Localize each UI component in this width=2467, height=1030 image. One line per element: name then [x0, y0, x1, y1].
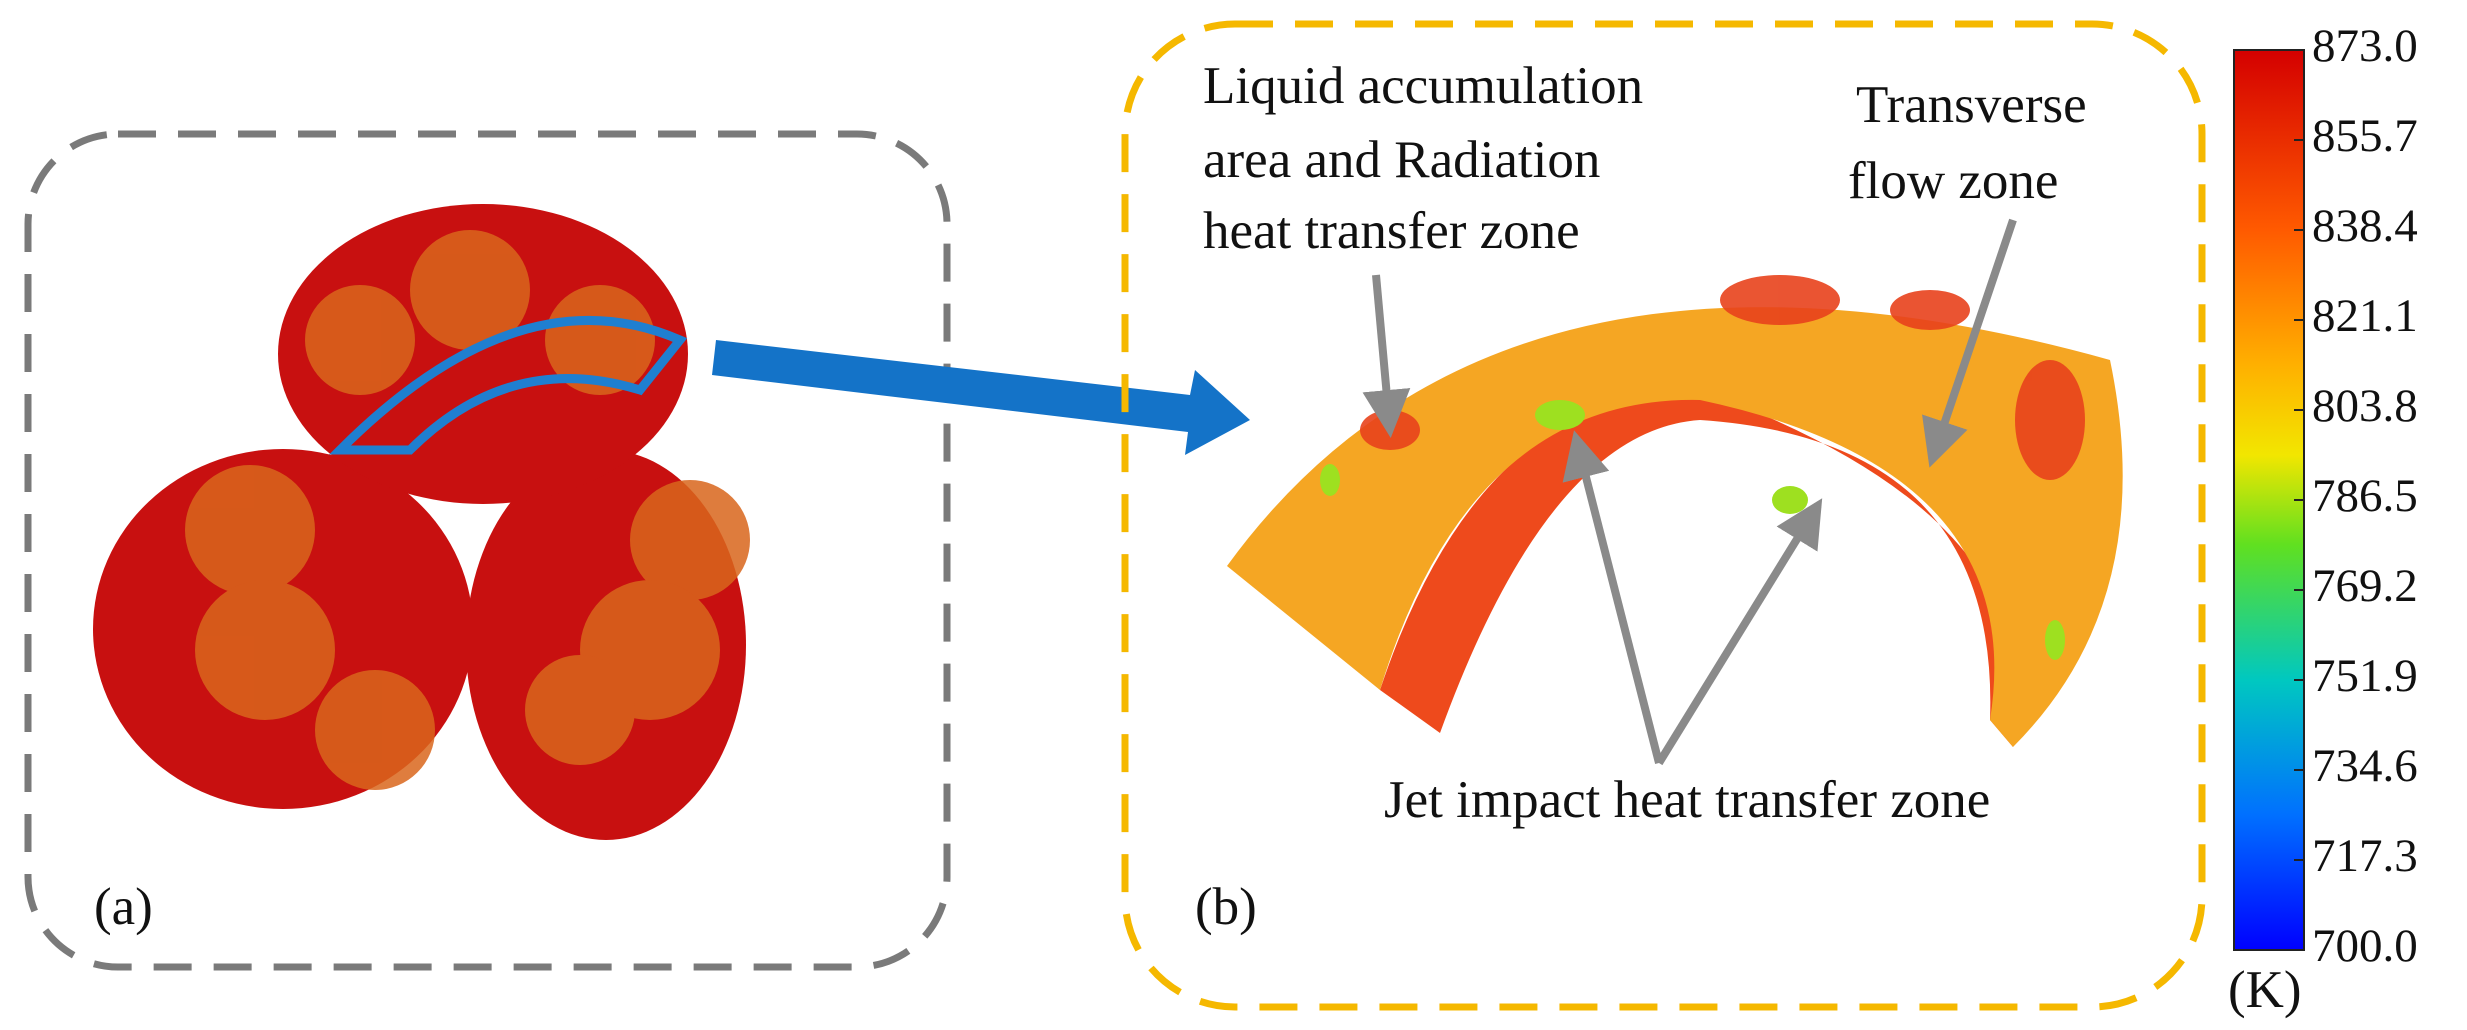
colorbar-tick-label: 821.1 — [2312, 290, 2418, 342]
panel-b-frame — [1121, 20, 2206, 1011]
colorbar-tick-label: 803.8 — [2312, 380, 2418, 432]
annotation: flow zone — [1848, 152, 2058, 210]
colorbar-unit: (K) — [2228, 961, 2302, 1019]
panel-label: (b) — [1195, 878, 1257, 936]
colorbar-tick-label: 769.2 — [2312, 560, 2418, 612]
reactor-model — [93, 204, 750, 840]
colorbar-tick-label: 751.9 — [2312, 650, 2418, 702]
annotation: Transverse — [1856, 76, 2087, 134]
panel-a-frame — [24, 130, 951, 971]
annotation: Jet impact heat transfer zone — [1384, 771, 1990, 829]
colorbar-tick-label: 786.5 — [2312, 470, 2418, 522]
colorbar — [2233, 49, 2305, 951]
annotation: heat transfer zone — [1203, 202, 1580, 260]
panel-label: (a) — [94, 878, 153, 936]
ring-section — [1227, 275, 2123, 747]
colorbar-tick-label: 700.0 — [2312, 920, 2418, 972]
annotation: Liquid accumulation — [1203, 57, 1643, 115]
annotation-arrows — [1362, 218, 2017, 766]
colorbar-tick-label: 717.3 — [2312, 830, 2418, 882]
colorbar-tick-label: 734.6 — [2312, 740, 2418, 792]
colorbar-tick-label: 838.4 — [2312, 200, 2418, 252]
colorbar-tick-label: 873.0 — [2312, 20, 2418, 72]
zoom-arrow — [712, 340, 1250, 455]
colorbar-tick-label: 855.7 — [2312, 110, 2418, 162]
annotation: area and Radiation — [1203, 131, 1600, 189]
